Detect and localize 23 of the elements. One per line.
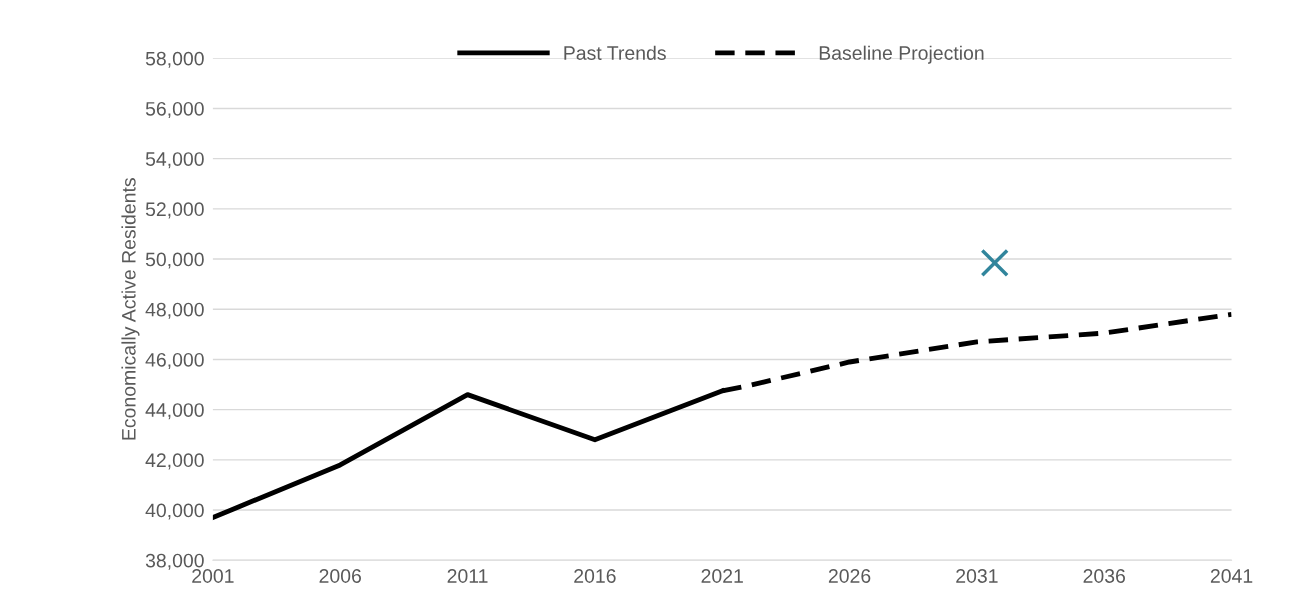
x-tick-label: 2036 xyxy=(1083,569,1125,583)
y-tick-label: 40,000 xyxy=(145,503,204,520)
x-tick-label: 2041 xyxy=(1210,569,1253,583)
x-tick-label: 2021 xyxy=(701,569,743,583)
y-tick-label: 46,000 xyxy=(145,352,204,369)
legend-label: Baseline Projection xyxy=(819,45,984,64)
x-tick-label: 2011 xyxy=(447,569,488,583)
y-tick-label: 56,000 xyxy=(145,101,204,118)
y-tick-label: 44,000 xyxy=(145,403,204,420)
y-tick-label: 54,000 xyxy=(145,152,204,169)
x-tick-label: 2001 xyxy=(192,569,234,583)
x-tick-label: 2006 xyxy=(319,569,361,583)
y-tick-label: 52,000 xyxy=(145,202,204,219)
y-tick-label: 50,000 xyxy=(145,252,204,269)
legend-label: Past Trends xyxy=(564,45,666,60)
y-tick-label: 48,000 xyxy=(145,302,204,319)
y-tick-label: 42,000 xyxy=(145,453,204,470)
y-tick-label: 38,000 xyxy=(145,553,204,570)
y-tick-label: 58,000 xyxy=(145,51,204,68)
x-tick-label: 2031 xyxy=(956,569,998,583)
x-tick-label: 2026 xyxy=(828,569,871,583)
y-axis-title: Economically Active Residents xyxy=(121,178,140,440)
x-tick-label: 2016 xyxy=(574,569,616,583)
